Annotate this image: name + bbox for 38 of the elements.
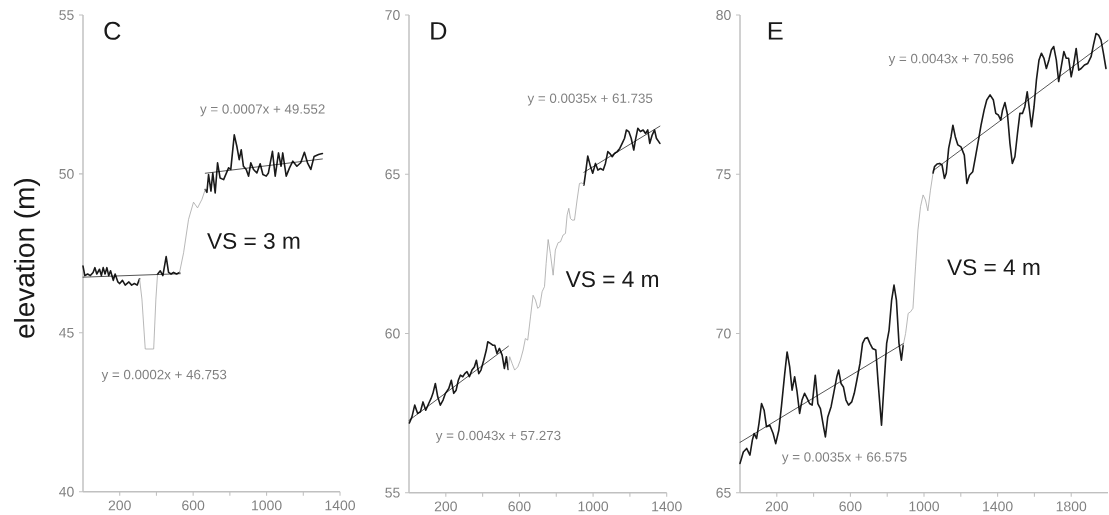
- chart-title: E: [768, 22, 783, 40]
- x-tick-label: 200: [434, 501, 457, 512]
- chart-title: D: [431, 22, 447, 40]
- annotation: y = 0.0043x + 70.596: [888, 53, 1014, 66]
- y-tick-label: 40: [59, 486, 74, 497]
- annotation: y = 0.0043x + 57.273: [435, 430, 561, 443]
- x-tick-label: 1400: [652, 501, 682, 512]
- y-tick-label: 50: [59, 168, 74, 179]
- x-tick-label: 200: [765, 501, 788, 512]
- annotation: VS = 3 m: [207, 232, 300, 249]
- annotation: VS = 4 m: [565, 271, 659, 288]
- annotation: y = 0.0002x + 46.753: [101, 369, 227, 382]
- y-tick-label: 65: [385, 169, 400, 180]
- x-tick-label: 1000: [909, 501, 940, 512]
- annotation: y = 0.0035x + 66.575: [781, 452, 907, 465]
- y-tick-label: 55: [59, 10, 74, 20]
- x-tick-label: 1400: [325, 500, 356, 511]
- y-tick-label: 55: [385, 487, 400, 498]
- x-tick-label: 1000: [578, 501, 609, 512]
- x-tick-label: 600: [508, 501, 531, 512]
- y-axis-title: elevation (m): [13, 178, 41, 338]
- y-tick-label: 65: [716, 487, 731, 498]
- y-tick-label: 45: [59, 327, 74, 338]
- x-tick-label: 1800: [1056, 501, 1087, 512]
- x-tick-label: 1000: [252, 500, 282, 511]
- y-tick-label: 75: [716, 169, 731, 180]
- annotation: y = 0.0007x + 49.552: [200, 104, 325, 117]
- x-tick-label: 1400: [983, 501, 1013, 512]
- chart-title: C: [104, 21, 121, 40]
- annotation: VS = 4 m: [947, 259, 1040, 276]
- x-tick-label: 200: [108, 500, 131, 511]
- y-tick-label: 60: [385, 328, 400, 339]
- y-tick-label: 80: [716, 10, 731, 20]
- x-tick-label: 600: [182, 500, 205, 511]
- x-tick-label: 600: [839, 501, 862, 512]
- y-tick-label: 70: [716, 328, 731, 339]
- y-tick-label: 70: [385, 10, 400, 20]
- annotation: y = 0.0035x + 61.735: [527, 93, 653, 106]
